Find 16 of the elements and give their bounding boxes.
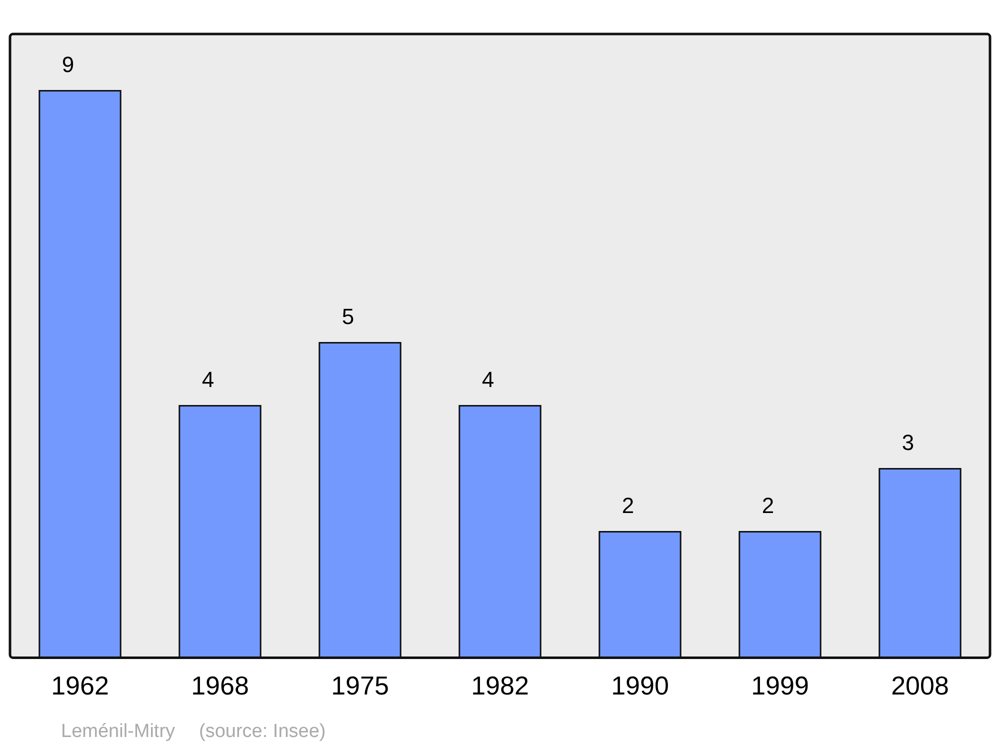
- data-label: 4: [482, 366, 494, 392]
- text: Leménil-Mitry: [61, 721, 176, 742]
- x-tick-label: 1968: [191, 670, 249, 701]
- data-label: 3: [902, 430, 914, 455]
- x-tick-label: 1975: [331, 670, 389, 701]
- data-label: 4: [202, 366, 214, 392]
- x-tick-label: 1999: [751, 670, 809, 701]
- data-label: 2: [762, 492, 774, 518]
- x-tick-label: 1982: [471, 670, 529, 701]
- text: (source: Insee): [199, 721, 326, 742]
- x-tick-label: 2008: [891, 670, 949, 701]
- x-tick-label: 1990: [611, 670, 669, 701]
- data-label: 2: [622, 492, 634, 518]
- data-label: 5: [342, 304, 354, 329]
- data-label: 9: [62, 52, 74, 77]
- x-tick-label: 1962: [51, 670, 109, 701]
